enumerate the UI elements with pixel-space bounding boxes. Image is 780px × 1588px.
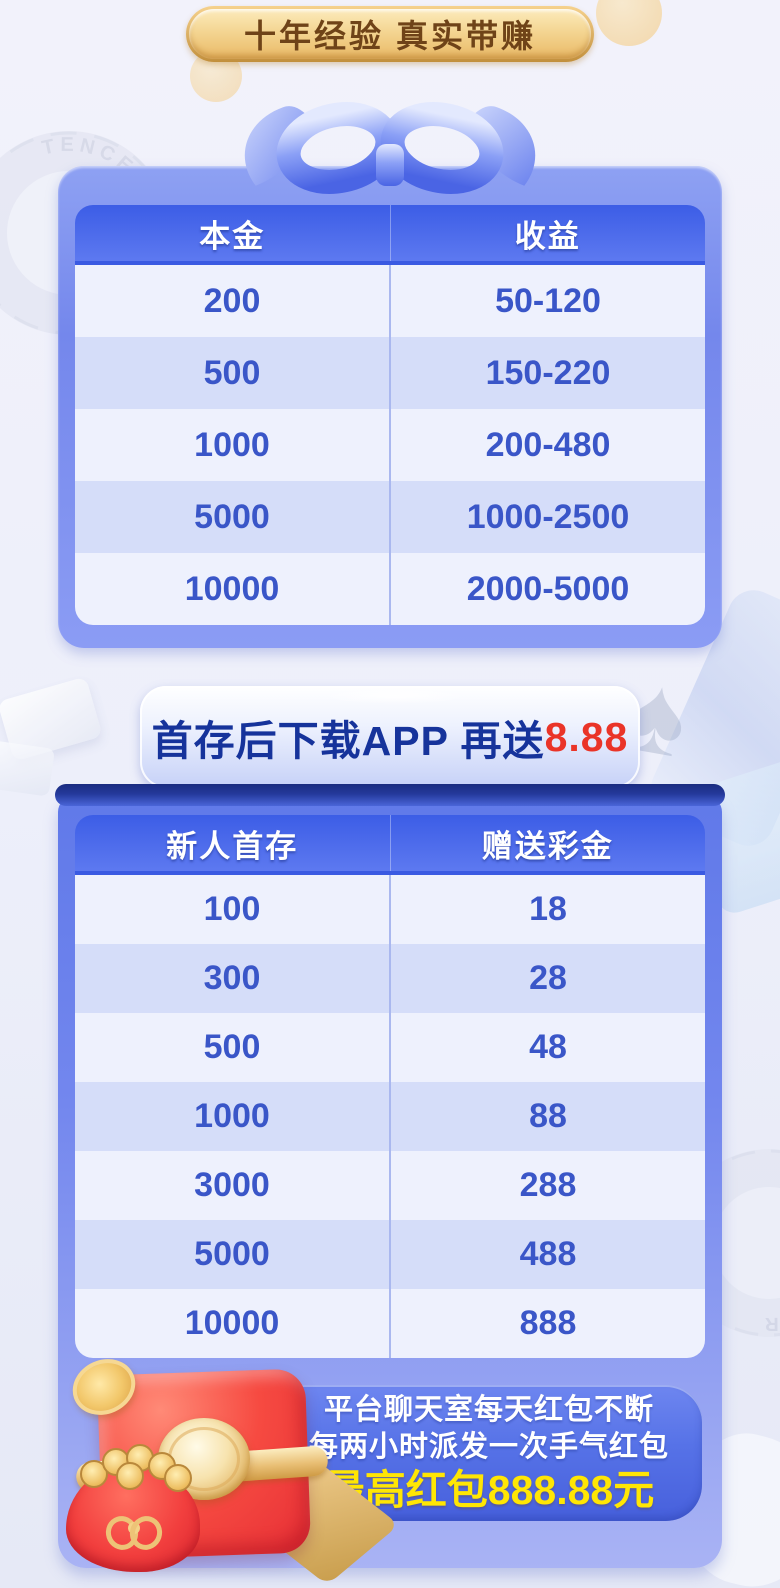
profit-cell: 150-220 (485, 353, 611, 392)
profit-table: 本金 收益 200 50-120 500 150-220 1000 200-48… (75, 205, 705, 625)
table-row: 100 18 (75, 875, 705, 944)
bonus-header: 赠送彩金 (481, 828, 614, 864)
experience-badge-label: 十年经验 真实带赚 (244, 18, 536, 54)
gold-coin-icon (596, 0, 662, 46)
promo-line-1: 平台聊天室每天红包不断 (323, 1394, 654, 1426)
bonus-cell: 288 (519, 1166, 577, 1204)
deposit-table-body: 100 18 300 28 500 48 1000 88 3000 288 (75, 875, 705, 1358)
table-row: 5000 488 (75, 1220, 705, 1289)
dice-decoration (0, 676, 103, 762)
promo-highlight: 最高红包888.88元 (323, 1467, 655, 1513)
deposit-cell: 500 (75, 1013, 391, 1082)
table-row: 10000 2000-5000 (75, 553, 705, 625)
table-row: 10000 888 (75, 1289, 705, 1358)
principal-cell: 1000 (75, 409, 391, 481)
table-row: 500 48 (75, 1013, 705, 1082)
svg-text:TENCENT POKER: TENCENT POKER (736, 1158, 780, 1358)
deposit-header: 新人首存 (75, 815, 391, 871)
table-row: 1000 88 (75, 1082, 705, 1151)
dice-decoration (0, 739, 55, 797)
shine-highlight (320, 688, 470, 704)
table-row: 5000 1000-2500 (75, 481, 705, 553)
bonus-cell: 488 (519, 1235, 577, 1273)
principal-header: 本金 (75, 205, 391, 261)
profit-cell: 50-120 (495, 281, 601, 320)
bonus-cell: 28 (529, 959, 567, 997)
profit-cell: 2000-5000 (466, 569, 630, 608)
deposit-cell: 300 (75, 944, 391, 1013)
principal-cell: 200 (75, 265, 391, 337)
profit-table-header: 本金 收益 (75, 205, 705, 265)
gift-bow-icon (244, 102, 536, 194)
experience-badge: 十年经验 真实带赚 (186, 6, 594, 62)
deposit-cell: 1000 (75, 1082, 391, 1151)
profit-header: 收益 (514, 218, 581, 254)
deposit-table-panel: 新人首存 赠送彩金 100 18 300 28 500 48 1000 (58, 796, 722, 1586)
profit-cell: 1000-2500 (466, 497, 630, 536)
download-app-banner[interactable]: 首存后下载APP 再送 8.88 (140, 686, 640, 788)
profit-table-body: 200 50-120 500 150-220 1000 200-480 5000… (75, 265, 705, 625)
principal-cell: 10000 (75, 553, 391, 625)
coin-cluster-icon (76, 1444, 192, 1492)
deposit-cell: 100 (75, 875, 391, 944)
principal-cell: 500 (75, 337, 391, 409)
promo-line-2: 每两小时派发一次手气红包 (308, 1431, 669, 1463)
bonus-cell: 88 (529, 1097, 567, 1135)
experience-badge-inner: 十年经验 真实带赚 (189, 9, 591, 59)
gold-bow-icon (106, 1512, 162, 1548)
panel-lid (55, 784, 725, 806)
deposit-table: 新人首存 赠送彩金 100 18 300 28 500 48 1000 (75, 815, 705, 1358)
bonus-cell: 48 (529, 1028, 567, 1066)
table-row: 1000 200-480 (75, 409, 705, 481)
table-row: 300 28 (75, 944, 705, 1013)
deposit-table-header: 新人首存 赠送彩金 (75, 815, 705, 875)
banner-text: 首存后下载APP 再送 (151, 718, 545, 764)
deposit-cell: 5000 (75, 1220, 391, 1289)
bonus-cell: 888 (519, 1304, 577, 1342)
profit-cell: 200-480 (485, 425, 611, 464)
deposit-cell: 10000 (75, 1289, 391, 1358)
table-row: 200 50-120 (75, 265, 705, 337)
table-row: 3000 288 (75, 1151, 705, 1220)
table-row: 500 150-220 (75, 337, 705, 409)
red-envelope-illustration (62, 1349, 402, 1586)
bonus-cell: 18 (529, 890, 567, 928)
profit-table-panel: 本金 收益 200 50-120 500 150-220 1000 200-48… (58, 166, 722, 648)
banner-bonus-amount: 8.88 (544, 713, 629, 760)
deposit-cell: 3000 (75, 1151, 391, 1220)
principal-cell: 5000 (75, 481, 391, 553)
